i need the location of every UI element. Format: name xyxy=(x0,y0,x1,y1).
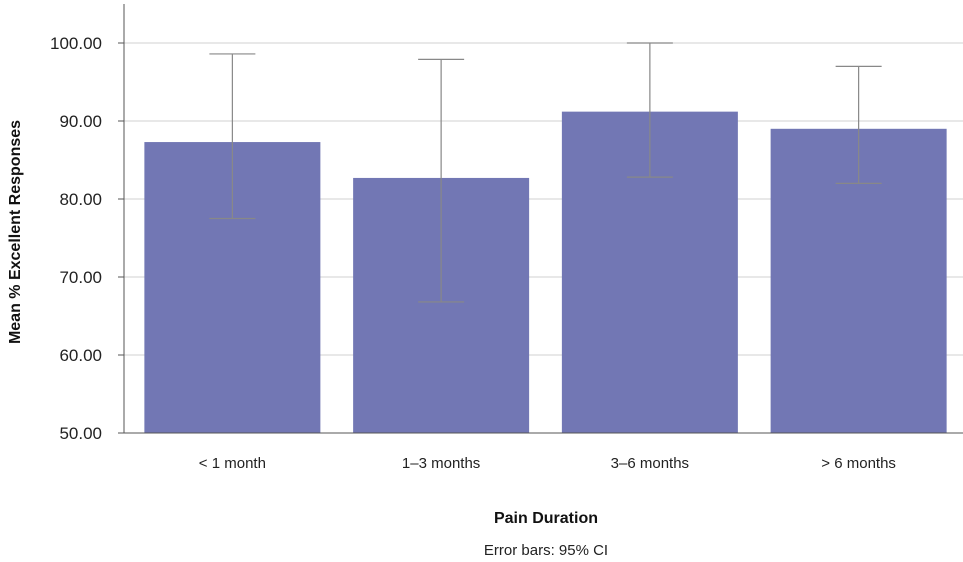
error-bars-note: Error bars: 95% CI xyxy=(484,542,608,559)
x-tick-label: < 1 month xyxy=(199,455,266,472)
axes xyxy=(118,4,963,434)
y-tick-label: 50.00 xyxy=(59,424,102,443)
y-axis-title: Mean % Excellent Responses xyxy=(7,120,24,344)
y-tick-label: 80.00 xyxy=(59,190,102,209)
y-tick-label: 100.00 xyxy=(50,34,102,53)
x-axis-title: Pain Duration xyxy=(494,510,598,527)
y-tick-label: 90.00 xyxy=(59,112,102,131)
error-bars xyxy=(209,42,882,303)
x-tick-labels: < 1 month 1–3 months 3–6 months > 6 months xyxy=(199,455,896,472)
y-tick-label: 60.00 xyxy=(59,346,102,365)
bars xyxy=(144,111,947,434)
y-tick-labels: 100.00 90.00 80.00 70.00 60.00 50.00 xyxy=(50,34,102,443)
x-tick-label: > 6 months xyxy=(821,455,896,472)
y-tick-label: 70.00 xyxy=(59,268,102,287)
x-tick-label: 3–6 months xyxy=(611,455,689,472)
x-tick-label: 1–3 months xyxy=(402,455,480,472)
